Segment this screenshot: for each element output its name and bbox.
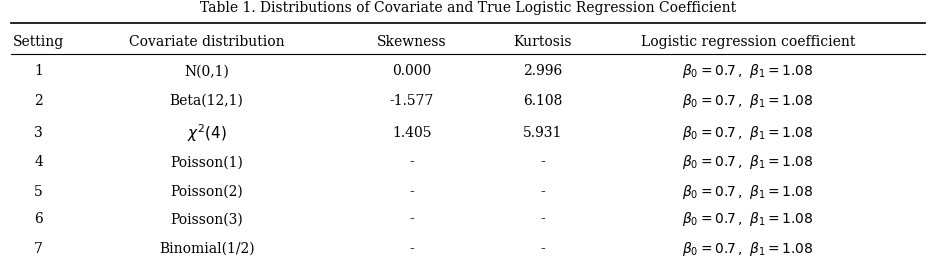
Text: -: - [540, 185, 545, 199]
Text: $\beta_0=0.7\,,\ \beta_1=1.08$: $\beta_0=0.7\,,\ \beta_1=1.08$ [682, 183, 813, 201]
Text: Covariate distribution: Covariate distribution [129, 35, 285, 49]
Text: -: - [540, 212, 545, 226]
Text: Beta(12,1): Beta(12,1) [169, 94, 243, 108]
Text: Skewness: Skewness [377, 35, 446, 49]
Text: $\beta_0=0.7\,,\ \beta_1=1.08$: $\beta_0=0.7\,,\ \beta_1=1.08$ [682, 210, 813, 228]
Text: 2: 2 [35, 94, 43, 108]
Text: Setting: Setting [13, 35, 65, 49]
Text: -: - [540, 155, 545, 170]
Text: 2.996: 2.996 [523, 64, 563, 78]
Text: -: - [410, 155, 415, 170]
Text: 0.000: 0.000 [392, 64, 431, 78]
Text: 5.931: 5.931 [523, 126, 563, 140]
Text: N(0,1): N(0,1) [184, 64, 229, 78]
Text: 3: 3 [35, 126, 43, 140]
Text: -1.577: -1.577 [389, 94, 434, 108]
Text: $\beta_0=0.7\,,\ \beta_1=1.08$: $\beta_0=0.7\,,\ \beta_1=1.08$ [682, 154, 813, 171]
Text: 6.108: 6.108 [523, 94, 563, 108]
Text: -: - [410, 212, 415, 226]
Text: -: - [410, 185, 415, 199]
Text: 6: 6 [35, 212, 43, 226]
Text: Binomial(1/2): Binomial(1/2) [159, 242, 255, 256]
Text: 1: 1 [35, 64, 43, 78]
Text: -: - [540, 242, 545, 256]
Text: -: - [410, 242, 415, 256]
Text: 5: 5 [35, 185, 43, 199]
Text: 7: 7 [35, 242, 43, 256]
Text: Poisson(3): Poisson(3) [170, 212, 243, 226]
Text: $\beta_0=0.7\,,\ \beta_1=1.08$: $\beta_0=0.7\,,\ \beta_1=1.08$ [682, 92, 813, 110]
Text: $\beta_0=0.7\,,\ \beta_1=1.08$: $\beta_0=0.7\,,\ \beta_1=1.08$ [682, 124, 813, 142]
Text: Logistic regression coefficient: Logistic regression coefficient [641, 35, 856, 49]
Text: Poisson(2): Poisson(2) [170, 185, 243, 199]
Text: 4: 4 [35, 155, 43, 170]
Text: Table 1. Distributions of Covariate and True Logistic Regression Coefficient: Table 1. Distributions of Covariate and … [200, 1, 736, 15]
Text: $\beta_0=0.7\,,\ \beta_1=1.08$: $\beta_0=0.7\,,\ \beta_1=1.08$ [682, 240, 813, 258]
Text: Poisson(1): Poisson(1) [170, 155, 243, 170]
Text: $\beta_0=0.7\,,\ \beta_1=1.08$: $\beta_0=0.7\,,\ \beta_1=1.08$ [682, 62, 813, 80]
Text: $\chi^2(4)$: $\chi^2(4)$ [187, 122, 227, 144]
Text: Kurtosis: Kurtosis [514, 35, 572, 49]
Text: 1.405: 1.405 [392, 126, 431, 140]
